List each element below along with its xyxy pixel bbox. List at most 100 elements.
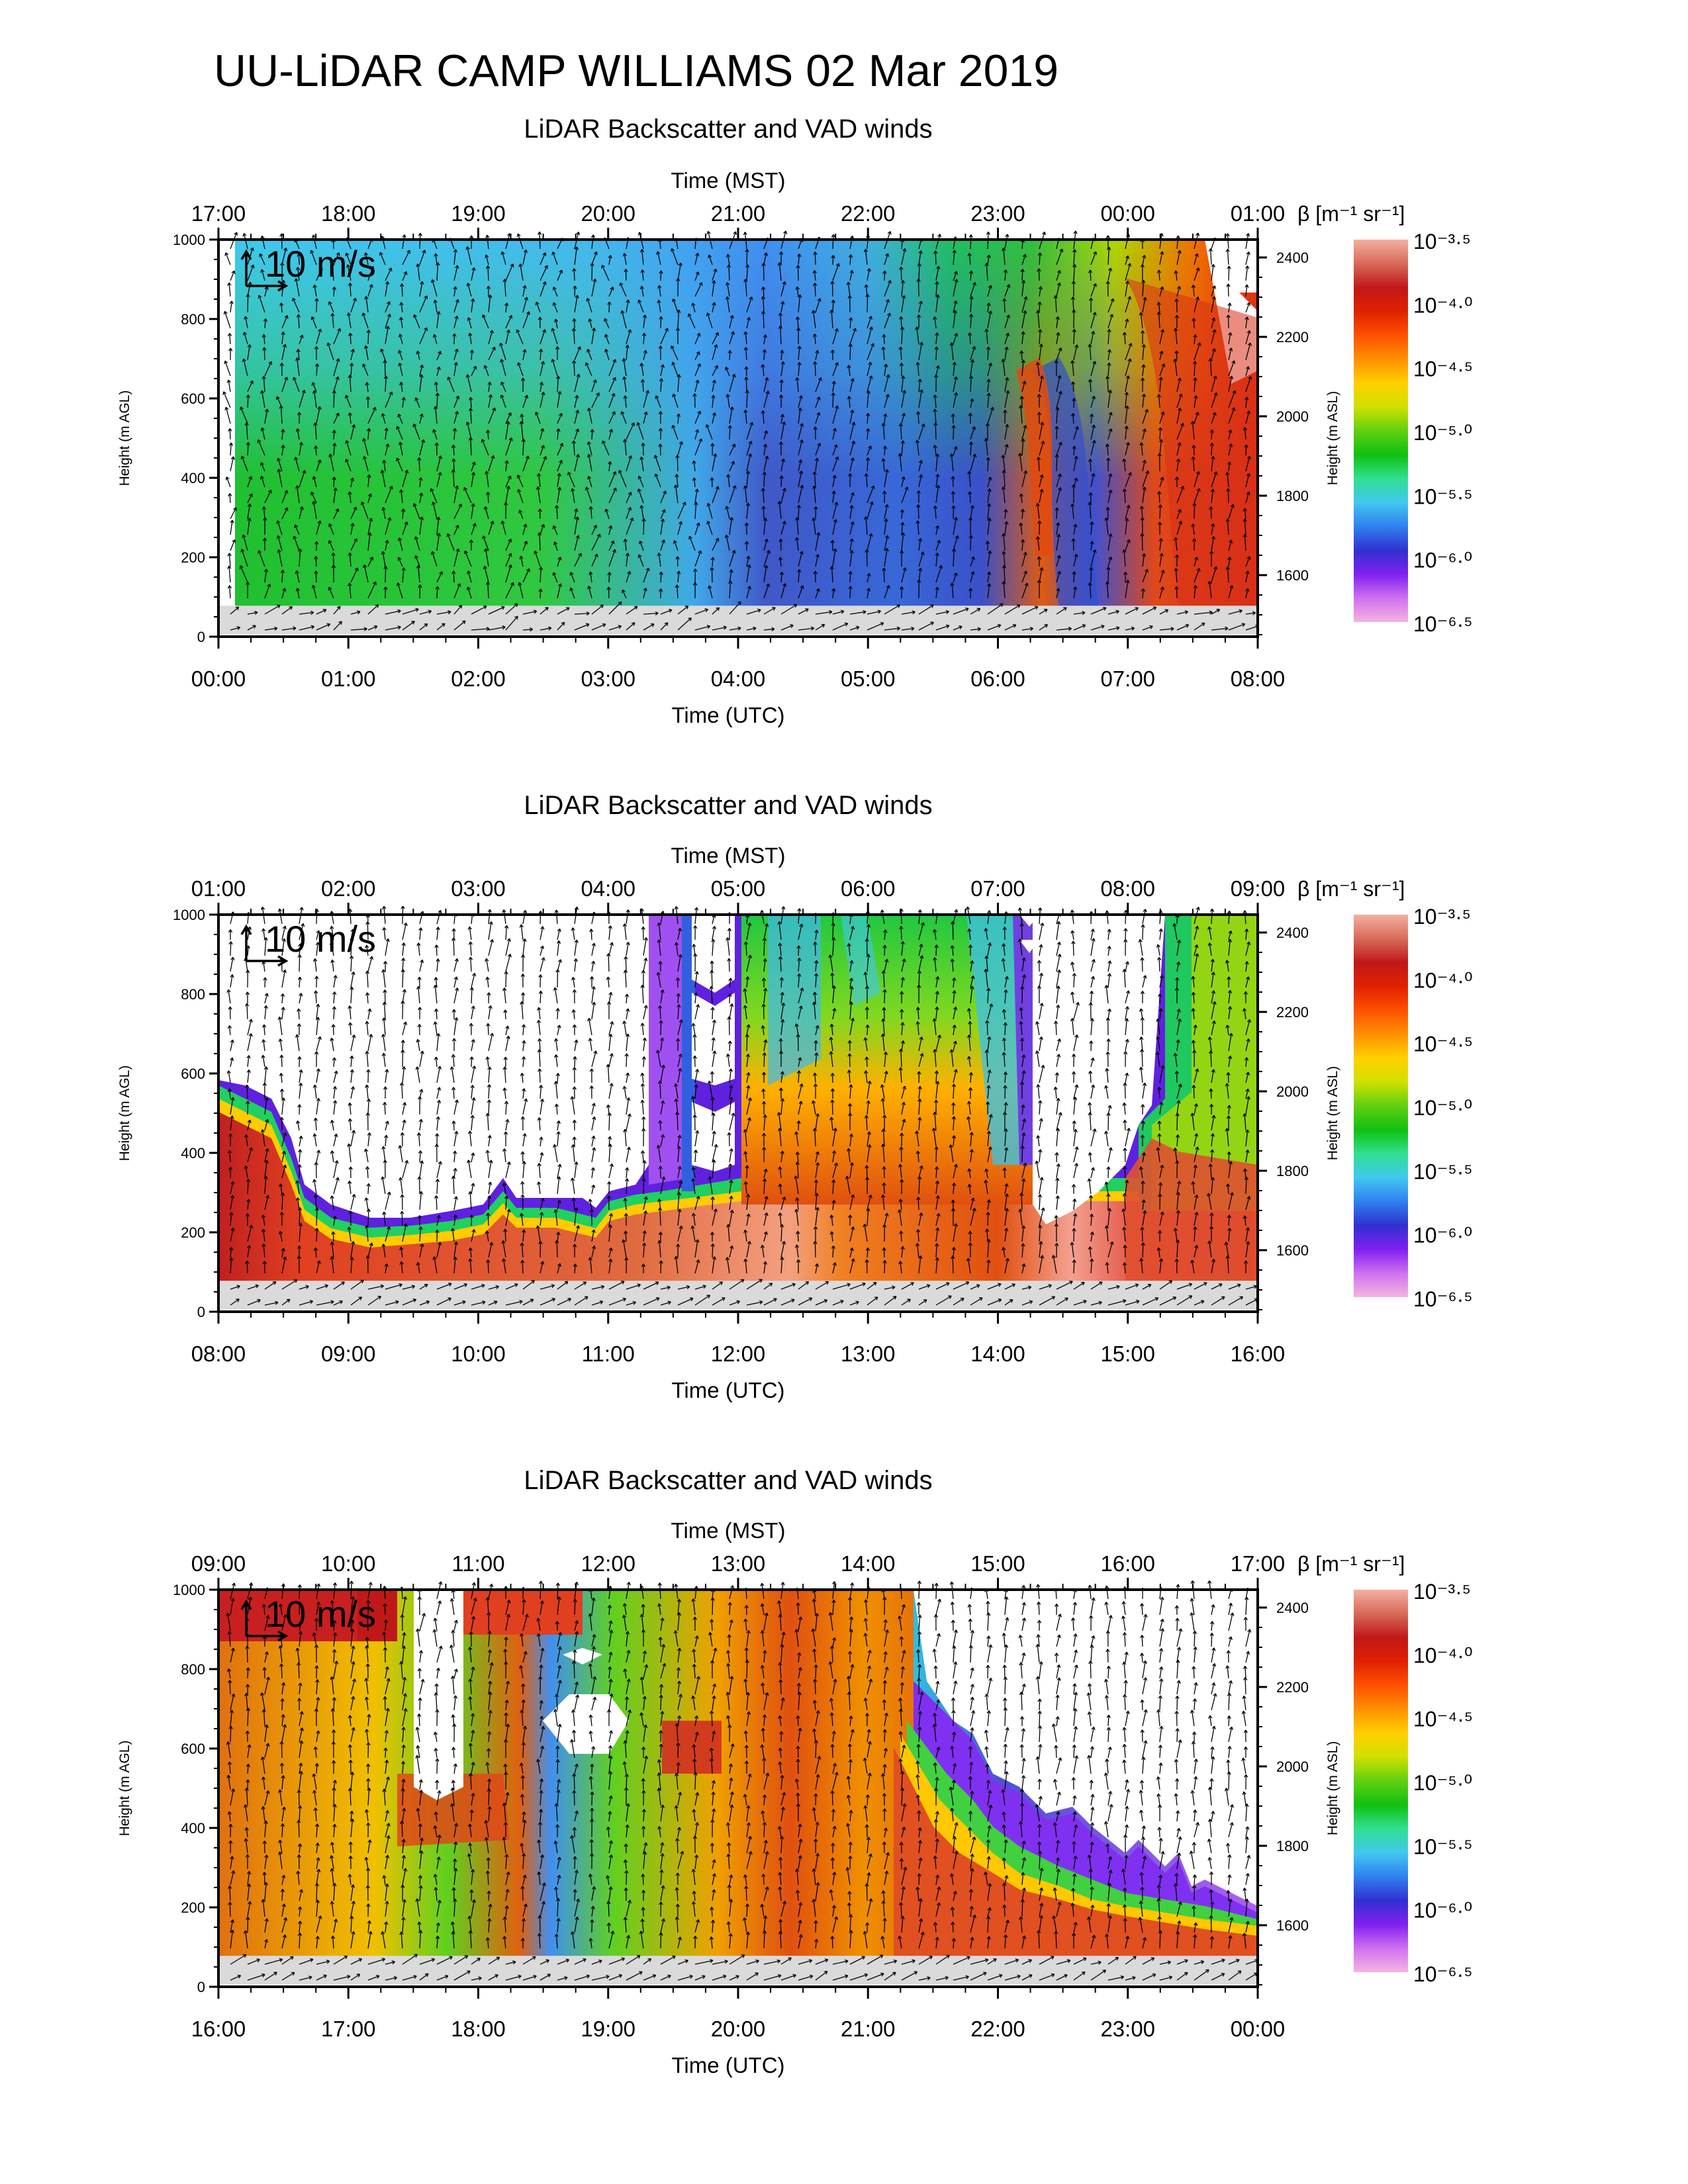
wind-arrow (453, 348, 459, 361)
wind-arrow (333, 1160, 339, 1179)
wind-arrow (1123, 1051, 1128, 1068)
wind-arrow (1122, 549, 1127, 567)
wind-arrow (1104, 1181, 1109, 1195)
wind-arrow (281, 331, 285, 345)
wind-arrow (763, 1231, 768, 1242)
wind-arrow (381, 1244, 386, 1258)
wind-arrow (471, 267, 476, 281)
wind-arrow (348, 582, 352, 599)
wind-arrow (884, 298, 890, 313)
wind-arrow (780, 1283, 796, 1290)
wind-arrow (706, 520, 713, 535)
wind-arrow (1193, 1024, 1197, 1036)
wind-arrow (505, 954, 512, 972)
wind-arrow (591, 392, 600, 408)
wind-arrow (230, 1057, 234, 1068)
wind-arrow (637, 488, 644, 504)
wind-arrow (242, 332, 248, 345)
wind-arrow (1037, 1194, 1043, 1210)
wind-arrow (984, 1168, 989, 1179)
wind-arrow (556, 940, 561, 956)
y-right-tick-label: 2000 (1276, 1083, 1309, 1100)
wind-arrow (1193, 1226, 1197, 1242)
wind-arrow (228, 347, 233, 361)
wind-arrow (1053, 1086, 1058, 1099)
wind-arrow (901, 1298, 911, 1306)
wind-arrow (780, 1224, 784, 1242)
wind-arrow (332, 287, 336, 297)
wind-arrow (780, 624, 794, 631)
wind-arrow (365, 1050, 369, 1068)
wind-arrow (882, 989, 887, 1004)
wind-arrow (1156, 944, 1160, 956)
wind-arrow (418, 1226, 423, 1242)
wind-arrow (402, 1298, 417, 1306)
wind-arrow (332, 477, 336, 488)
wind-arrow (433, 299, 438, 313)
wind-arrow (710, 1097, 715, 1115)
wind-arrow (261, 376, 266, 392)
wind-arrow (1107, 267, 1113, 281)
wind-arrow (1090, 283, 1097, 297)
wind-arrow (227, 1025, 232, 1036)
wind-arrow (867, 375, 873, 392)
wind-arrow (987, 1114, 993, 1131)
wind-arrow (348, 412, 352, 424)
x-tick-label: 21:00 (841, 2017, 896, 2041)
wind-arrow (401, 567, 406, 583)
wind-arrow (418, 927, 423, 940)
wind-arrow (951, 1255, 955, 1274)
wind-arrow (1020, 986, 1025, 1004)
wind-arrow (505, 538, 512, 551)
wind-arrow (622, 376, 627, 392)
wind-arrow (882, 1182, 886, 1195)
wind-arrow (246, 394, 250, 408)
wind-arrow (539, 567, 543, 583)
wind-arrow (746, 1097, 752, 1115)
wind-arrow (419, 610, 432, 615)
x-top-tick-label: 17:00 (191, 201, 246, 226)
wind-arrow (1141, 377, 1145, 392)
wind-arrow (401, 396, 406, 408)
wind-arrow (416, 263, 420, 281)
wind-arrow (643, 349, 647, 361)
wind-arrow (729, 1279, 745, 1290)
wind-arrow (383, 1102, 387, 1115)
wind-arrow (677, 606, 689, 615)
wind-arrow (623, 395, 628, 408)
wind-arrow (746, 1024, 751, 1036)
wind-arrow (348, 1022, 353, 1036)
wind-arrow (488, 1285, 499, 1290)
wind-arrow (1021, 582, 1029, 599)
wind-arrow (539, 1099, 545, 1115)
wind-arrow (935, 453, 940, 472)
wind-arrow (608, 1021, 614, 1036)
wind-arrow (451, 937, 456, 956)
wind-arrow (312, 1084, 318, 1099)
wind-arrow (485, 1230, 489, 1242)
wind-arrow (539, 265, 548, 281)
wind-arrow (488, 407, 496, 424)
wind-arrow (848, 254, 853, 265)
wind-arrow (849, 1084, 853, 1099)
wind-arrow (832, 263, 840, 281)
wind-arrow (223, 310, 231, 329)
wind-arrow (641, 442, 645, 456)
wind-arrow (316, 1003, 320, 1020)
wind-arrow (949, 1049, 954, 1068)
x-top-tick-label: 20:00 (581, 201, 635, 226)
wind-arrow (675, 1111, 680, 1131)
wind-arrow (882, 490, 887, 504)
wind-arrow (1107, 314, 1114, 329)
wind-arrow (469, 396, 473, 408)
wind-arrow (1211, 1283, 1223, 1290)
wind-arrow (557, 583, 563, 599)
wind-arrow (620, 310, 627, 329)
wind-arrow (898, 1067, 903, 1083)
wind-arrow (281, 1164, 287, 1179)
wind-arrow (279, 1054, 284, 1068)
wind-arrow (1228, 1055, 1233, 1068)
wind-arrow (1209, 442, 1214, 456)
wind-arrow (778, 1166, 782, 1179)
wind-arrow (299, 470, 306, 488)
